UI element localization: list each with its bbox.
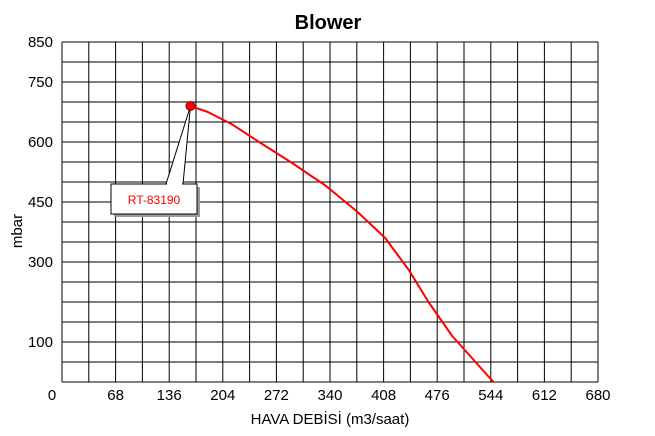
grid — [61, 41, 599, 383]
x-tick-label: 204 — [210, 387, 235, 404]
y-tick-labels: 100 300 450 600 750 850 — [28, 34, 53, 351]
x-tick-labels: 0 68 136 204 272 340 408 476 544 612 680 — [48, 387, 611, 404]
y-tick-label: 300 — [28, 254, 53, 271]
x-tick-label: 680 — [585, 387, 610, 404]
y-axis-label: mbar — [9, 214, 26, 248]
series-line — [190, 105, 496, 382]
y-tick-label: 750 — [28, 74, 53, 91]
callout-label: RT-83190 — [128, 193, 181, 207]
x-tick-label: 68 — [107, 387, 124, 404]
x-axis-label: HAVA DEBİSİ (m3/saat) — [251, 410, 410, 428]
series-layer — [190, 105, 496, 382]
x-tick-label: 0 — [48, 387, 56, 404]
x-tick-label: 612 — [532, 387, 557, 404]
chart-title: Blower — [295, 12, 362, 34]
callout: RT-83190 — [110, 101, 200, 217]
y-tick-label: 850 — [28, 34, 53, 51]
series-marker — [185, 101, 196, 111]
x-tick-label: 544 — [478, 387, 503, 404]
callout-box — [110, 183, 198, 215]
x-tick-label: 136 — [157, 387, 182, 404]
x-tick-label: 272 — [264, 387, 289, 404]
y-tick-label: 100 — [28, 334, 53, 351]
x-tick-label: 408 — [371, 387, 396, 404]
x-tick-label: 340 — [317, 387, 342, 404]
y-tick-label: 600 — [28, 134, 53, 151]
y-tick-label: 450 — [28, 194, 53, 211]
x-tick-label: 476 — [425, 387, 450, 404]
